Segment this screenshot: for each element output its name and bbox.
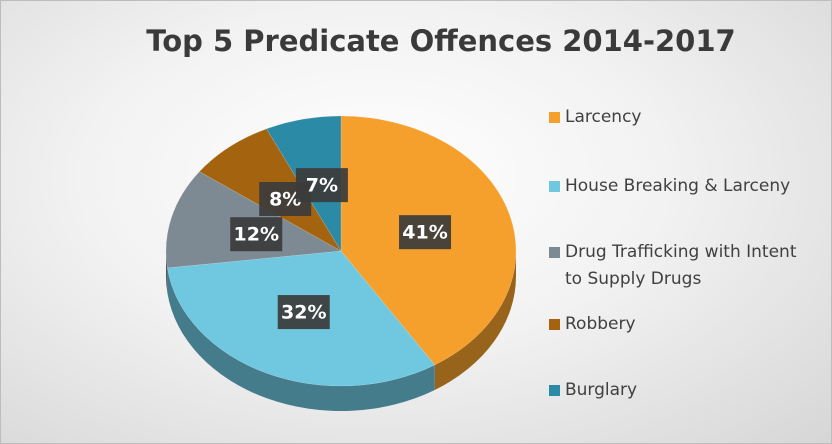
legend-item: Larcency (549, 104, 810, 131)
data-label: 7% (295, 168, 348, 203)
legend-label: Drug Trafficking with Intent to Supply D… (565, 242, 797, 289)
legend-swatch (549, 247, 560, 258)
pie-side (166, 251, 168, 293)
legend-swatch (549, 112, 560, 123)
data-label: 32% (277, 295, 330, 330)
data-label: 12% (230, 217, 283, 252)
data-label: 41% (399, 215, 452, 250)
data-label-text: 41% (402, 222, 447, 244)
legend-swatch (549, 385, 560, 396)
legend-label: Burglary (565, 380, 638, 400)
pie-side (167, 267, 435, 412)
legend-item: Drug Trafficking with Intent to Supply D… (549, 239, 810, 293)
data-label-box (295, 168, 348, 203)
data-label-box (277, 295, 330, 330)
legend-swatch (549, 319, 560, 330)
data-label-box (230, 217, 283, 252)
legend-item: House Breaking & Larceny (549, 173, 810, 200)
legend-label: Robbery (565, 314, 636, 334)
legend-swatch (549, 181, 560, 192)
legend-label: Larcency (565, 107, 642, 127)
data-label-text: 8% (269, 188, 301, 210)
data-label-box (399, 215, 452, 250)
data-label-text: 12% (234, 224, 279, 246)
data-label-text: 7% (306, 175, 338, 197)
pie-side (434, 251, 516, 390)
legend-label: House Breaking & Larceny (565, 176, 791, 196)
legend-item: Burglary (549, 377, 810, 404)
chart-title: Top 5 Predicate Offences 2014-2017 (146, 24, 735, 58)
legend-item: Robbery (549, 311, 810, 338)
data-label-text: 32% (281, 302, 326, 324)
